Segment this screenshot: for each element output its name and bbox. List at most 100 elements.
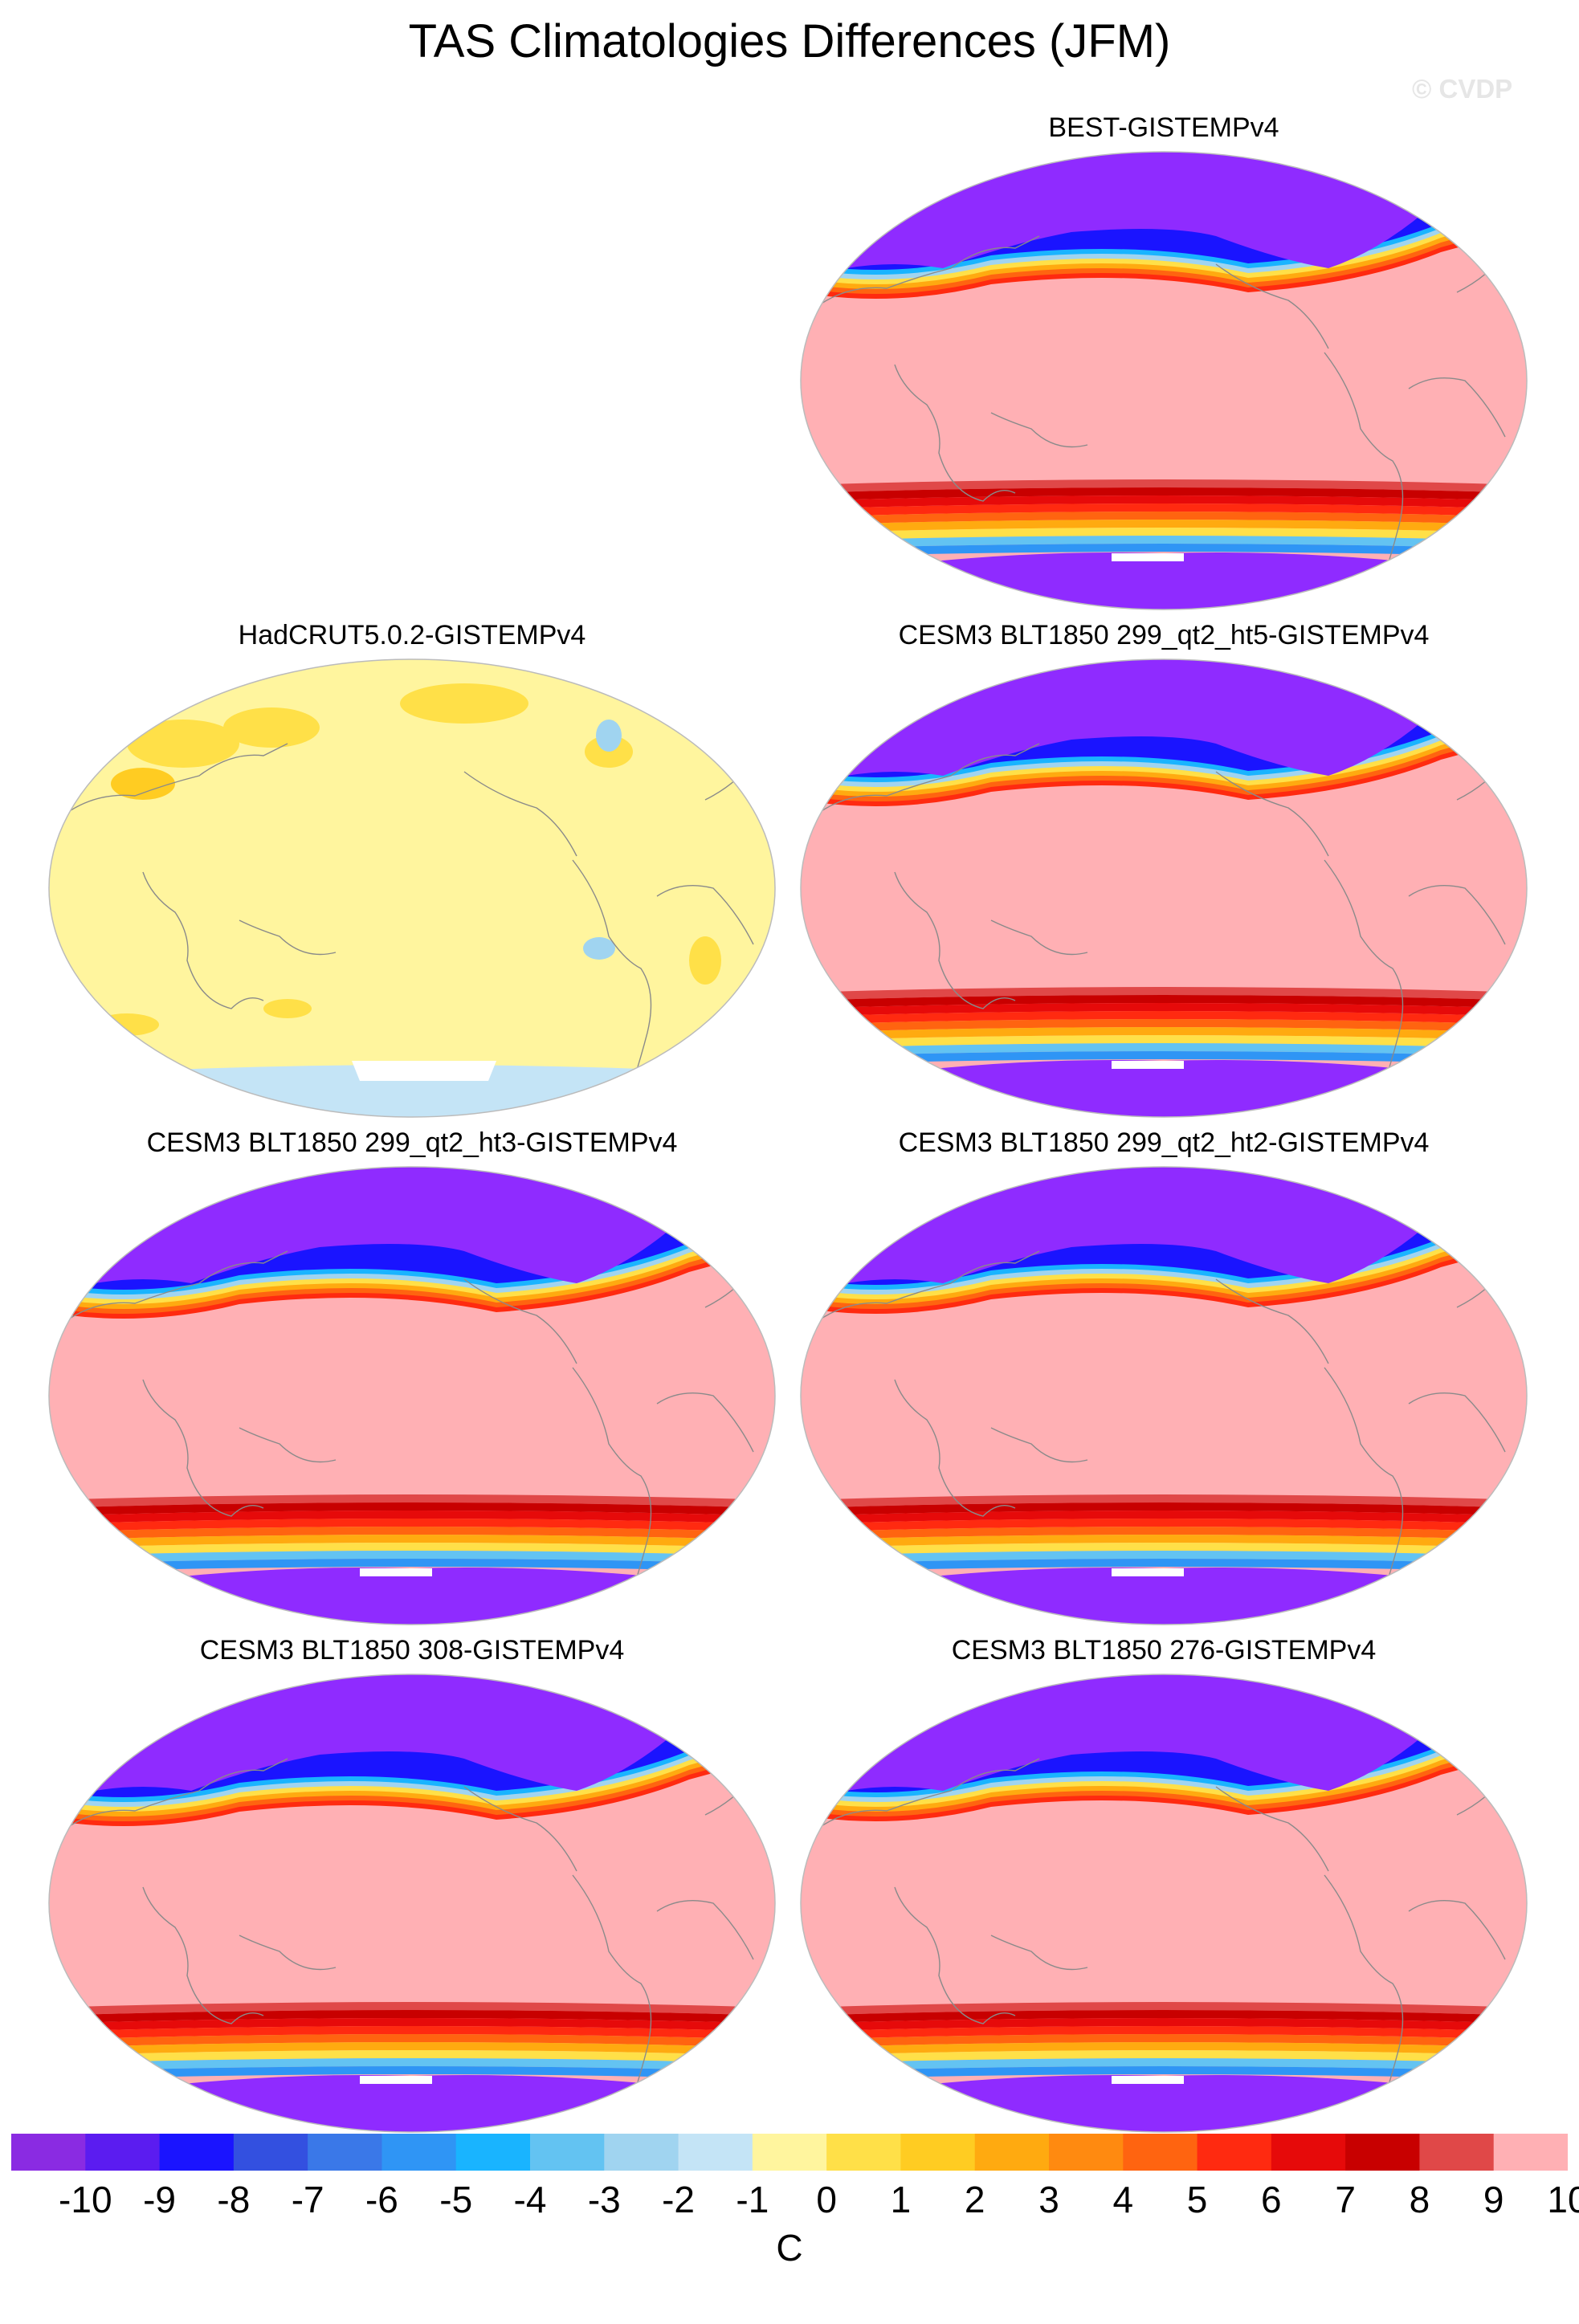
coastline (1408, 1899, 1506, 1960)
coastline (990, 919, 1088, 956)
colorbar-tick-label: 4 (1112, 2179, 1134, 2220)
coastline (572, 1874, 652, 2121)
colorbar-swatch (11, 2134, 86, 2171)
temperature-band (801, 1003, 1527, 1017)
temperature-band (801, 1494, 1527, 1508)
map-plot (48, 1674, 776, 2133)
warm-patch (111, 768, 175, 800)
colorbar-tick-label: 5 (1186, 2179, 1208, 2220)
temperature-band (801, 1559, 1527, 1572)
map-plot (800, 151, 1528, 610)
coastline (656, 884, 754, 945)
coastline (894, 1379, 1016, 1517)
coastline (1408, 884, 1506, 945)
coastline (1215, 1786, 1329, 1872)
map-panel-ht3: CESM3 BLT1850 299_qt2_ht3-GISTEMPv4 (47, 1127, 777, 1625)
temperature-band (801, 2050, 1527, 2064)
temperature-band (801, 1011, 1527, 1025)
coastline (990, 412, 1088, 448)
coastline (142, 1379, 264, 1517)
coastline (1324, 1367, 1404, 1613)
temperature-band (801, 2066, 1527, 2080)
colorbar-tick-label: -7 (291, 2179, 324, 2220)
temperature-band (49, 1511, 775, 1524)
colorbar-tick-label: -1 (736, 2179, 769, 2220)
temperature-band (801, 1543, 1527, 1556)
colorbar-swatch (85, 2134, 161, 2171)
cool-patch (583, 937, 615, 960)
coastline (239, 1427, 337, 1463)
colorbar-tick-label: 0 (816, 2179, 837, 2220)
coastline (62, 1250, 288, 1324)
coastline (239, 919, 337, 956)
colorbar-swatch (233, 2134, 308, 2171)
coastline (1215, 771, 1329, 857)
coastline (814, 1758, 1040, 1832)
coastline (814, 1250, 1040, 1324)
cold-anomaly-region (895, 1060, 1441, 1117)
colorbar-swatch (678, 2134, 753, 2171)
cold-anomaly-region (895, 2075, 1441, 2132)
temperature-band (49, 1494, 775, 1508)
missing-data-region (360, 1568, 432, 1576)
temperature-band (49, 1519, 775, 1532)
panel-title: CESM3 BLT1850 299_qt2_ht3-GISTEMPv4 (146, 1127, 678, 1158)
colorbar-swatch (974, 2134, 1050, 2171)
temperature-band (49, 1543, 775, 1556)
colorbar-labels: -10 -9 -8 -7 -6 -5 -4 -3 -2 -1 0 1 2 3 4 5 6 7 8 9 10 (0, 2178, 1579, 2226)
temperature-band (801, 504, 1527, 517)
background-fill (49, 659, 775, 1117)
map-plot (48, 1166, 776, 1625)
panel-title: CESM3 BLT1850 308-GISTEMPv4 (199, 1635, 625, 1666)
temperature-band (801, 512, 1527, 525)
colorbar-tick-label: -4 (513, 2179, 547, 2220)
temperature-band (49, 2034, 775, 2048)
warm-patch (127, 720, 239, 768)
temperature-band (801, 1502, 1527, 1516)
colorbar-swatch (1419, 2134, 1495, 2171)
temperature-band (49, 1559, 775, 1572)
map-border (800, 1674, 1528, 2133)
temperature-band (801, 487, 1527, 501)
coastline (1215, 1278, 1329, 1364)
map-border (800, 658, 1528, 1118)
coastline (814, 743, 1040, 817)
colorbar-swatch (308, 2134, 382, 2171)
coastline (463, 1278, 577, 1364)
colorbar-swatch (1493, 2134, 1568, 2171)
map-border (48, 1166, 776, 1625)
temperature-band (801, 2042, 1527, 2056)
map-panel-276: CESM3 BLT1850 276-GISTEMPv4 (798, 1635, 1529, 2133)
map-border (48, 658, 776, 1118)
temperature-band (49, 2026, 775, 2040)
colorbar-swatch (900, 2134, 976, 2171)
colorbar-swatch (1271, 2134, 1346, 2171)
temperature-band (801, 2034, 1527, 2048)
coastline (894, 364, 1016, 502)
map-panel-308: CESM3 BLT1850 308-GISTEMPv4 (47, 1635, 777, 2133)
coastline (1408, 1392, 1506, 1453)
coastline (814, 235, 1040, 309)
colorbar-swatch (530, 2134, 605, 2171)
colorbar-tick-label: 1 (890, 2179, 912, 2220)
colorbar-tick-label: -9 (143, 2179, 177, 2220)
map-layers (801, 1674, 1527, 2132)
copyright-watermark: © CVDP (1412, 74, 1513, 104)
cold-anomaly-region (895, 1568, 1441, 1625)
coastline (463, 771, 577, 857)
coastline (239, 1935, 337, 1971)
panel-title: HadCRUT5.0.2-GISTEMPv4 (238, 620, 586, 650)
colorbar (11, 2134, 1568, 2171)
coastline (1215, 263, 1329, 349)
temperature-band (49, 2050, 775, 2064)
temperature-band (801, 495, 1527, 509)
temperature-band (801, 1511, 1527, 1524)
temperature-band (49, 1535, 775, 1548)
colorbar-swatch (752, 2134, 827, 2171)
coastline (62, 743, 288, 817)
colorbar-tick-label: -10 (59, 2179, 112, 2220)
temperature-band (49, 2002, 775, 2016)
warm-patch (400, 683, 528, 724)
coastline (1324, 352, 1404, 598)
missing-data-region (1112, 2076, 1184, 2084)
